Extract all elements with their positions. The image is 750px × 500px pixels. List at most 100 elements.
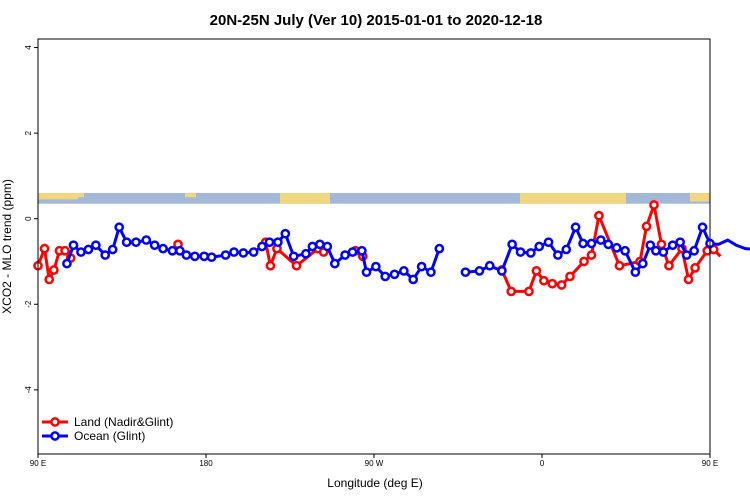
ocean-series-point (131, 237, 141, 248)
ocean-series-point (340, 250, 350, 260)
ocean-series-point (681, 250, 692, 260)
ocean-series-point (651, 245, 661, 256)
land-series-point (60, 245, 70, 256)
y-tick-label: 0 (24, 216, 33, 221)
map-land-patch (690, 193, 710, 202)
ocean-series-point (543, 237, 554, 248)
ocean-series-point (507, 239, 517, 250)
plot-frame (37, 38, 711, 455)
ocean-series-point (315, 239, 325, 250)
map-land-patch (520, 193, 626, 204)
ocean-series-point (361, 267, 372, 278)
ocean-series-point (91, 240, 101, 251)
ocean-series-point (301, 248, 311, 259)
ocean-series-point (497, 266, 507, 276)
ocean-series-point (329, 258, 340, 269)
map-land-patch (185, 193, 196, 198)
axes-layer: 90 E 180 90 W 0 90 E 4 2 0 -2 -4 (24, 45, 718, 468)
ocean-series-point (175, 245, 185, 256)
ocean-series-point (181, 250, 192, 260)
ocean-series-point (408, 274, 419, 285)
map-land-patch (78, 193, 84, 198)
ocean-series-point (515, 247, 526, 257)
land-series-point (265, 260, 276, 271)
ocean-series-point (525, 248, 536, 258)
land-series-point (524, 286, 534, 297)
land-series-point (539, 275, 549, 286)
ocean-series-point (399, 266, 409, 276)
land-series-point (291, 260, 302, 271)
ocean-series-point (257, 241, 267, 252)
land-series-point (641, 221, 652, 232)
ocean-series-point (371, 261, 381, 272)
land-series-point (506, 286, 517, 297)
ocean-series-point (658, 247, 669, 257)
ocean-series-point (248, 247, 259, 257)
ocean-series-point (189, 251, 200, 262)
x-tick-label: 90 W (365, 459, 384, 468)
map-land-patch (545, 193, 566, 198)
land-series-point (690, 263, 700, 273)
ocean-series-point (199, 251, 209, 262)
ocean-series-point (667, 240, 678, 251)
ocean-series-point (534, 241, 545, 252)
ocean-series-point (76, 247, 86, 257)
ocean-series-point (206, 252, 217, 263)
ocean-series-point (611, 242, 622, 253)
ocean-series-point (484, 260, 495, 271)
land-series (33, 199, 722, 297)
ocean-series-point (570, 222, 581, 233)
ocean-series-point (460, 267, 471, 278)
ocean-series-point (167, 245, 178, 256)
ocean-series-point (630, 267, 641, 278)
y-tick-label: -4 (24, 386, 33, 394)
ocean-series-point (595, 235, 606, 245)
map-land-patch (38, 193, 78, 200)
map-land-patch (280, 193, 330, 204)
land-series-point (556, 280, 567, 290)
ocean-series-point (141, 235, 152, 245)
y-tick-label: -2 (24, 300, 33, 308)
land-series-point (547, 278, 558, 289)
ocean-series-point (68, 240, 79, 251)
ocean-series-point (426, 267, 436, 278)
land-series-point (664, 260, 674, 271)
ocean-series-point (603, 239, 614, 250)
ocean-series-point (697, 222, 708, 233)
y-tick-label: 2 (24, 130, 33, 135)
land-series-point (565, 271, 575, 282)
ocean-series-point (220, 250, 231, 260)
ocean-series-point (389, 269, 400, 280)
legend-land-marker (50, 417, 60, 427)
ocean-series-point (229, 247, 239, 257)
ocean-series-point (264, 237, 275, 248)
ocean-series-point (645, 240, 656, 251)
ocean-series-point (689, 245, 699, 256)
ocean-series-point (114, 222, 125, 233)
ocean-series-point (307, 241, 318, 252)
land-series-point (656, 239, 667, 250)
ocean-series-point (586, 238, 597, 249)
land-series-point (44, 274, 55, 285)
series-layer (33, 199, 750, 297)
ocean-series-point (100, 250, 111, 260)
x-tick-label: 90 E (702, 459, 718, 468)
x-axis-label: Longitude (deg E) (327, 476, 422, 490)
land-series-point (649, 200, 659, 210)
ocean-series-point (578, 238, 588, 249)
legend-ocean-marker (50, 431, 60, 441)
legend-ocean-label: Ocean (Glint) (74, 429, 145, 443)
ocean-series-point (238, 248, 249, 258)
ocean-series-point (380, 271, 391, 282)
ocean-series-point (474, 266, 485, 276)
ocean-series-point (62, 258, 72, 269)
ocean-series-point (637, 258, 648, 269)
ocean-series (62, 222, 750, 285)
ocean-series-point (273, 237, 283, 248)
ocean-series-point (107, 244, 118, 255)
legend-land-label: Land (Nadir&Glint) (74, 415, 173, 429)
ocean-series-point (620, 245, 630, 256)
land-series-point (579, 256, 589, 267)
x-tick-label: 180 (199, 459, 213, 468)
